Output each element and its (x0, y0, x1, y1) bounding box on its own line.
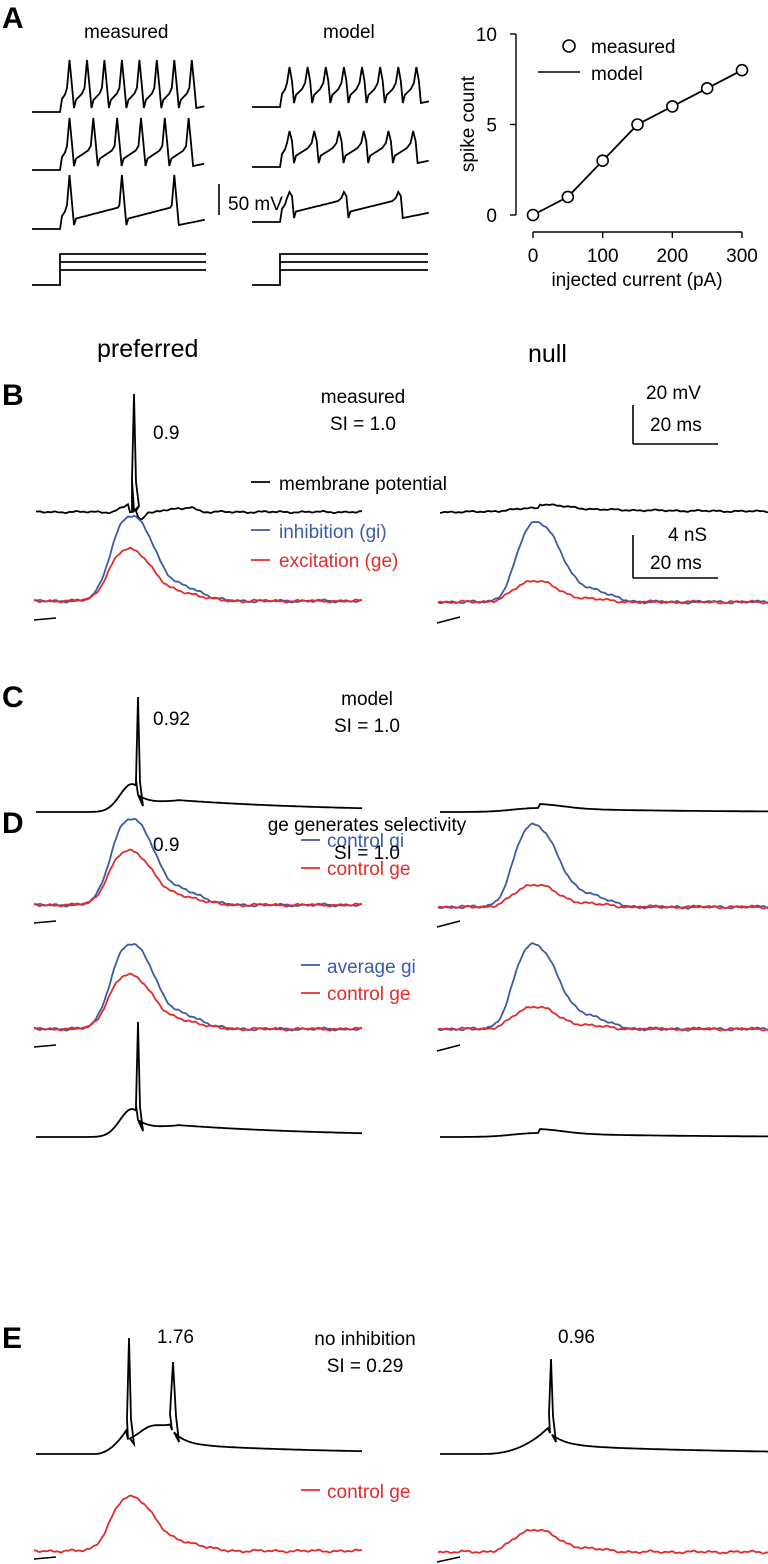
row-d-pref-gi-trace (33, 942, 362, 1032)
model-trace-high (252, 66, 430, 108)
row-c-pref-vm-trace (36, 696, 362, 813)
row-d-spike-label: 0.9 (153, 835, 179, 856)
row-d-pref-vm-trace (36, 1021, 362, 1138)
row-c-null-ge-trace (437, 883, 768, 910)
row-c-gi-legend: control gi (327, 831, 404, 852)
measured-trace-high (32, 59, 205, 113)
row-e-null-baseline-marker (436, 1556, 461, 1563)
row-c-pref-baseline-marker (33, 920, 57, 924)
row-e-null-label: 0.96 (558, 1327, 595, 1348)
measured-point-2 (596, 154, 609, 167)
measured-column-title: measured (84, 22, 169, 43)
measured-trace-low (32, 174, 205, 230)
row-e-ge-legend: control ge (327, 1482, 410, 1503)
row-e-pref-ge-trace (33, 1494, 363, 1554)
preferred-header: preferred (97, 335, 198, 363)
row-e-si: SI = 0.29 (327, 1356, 404, 1377)
row-e-title: no inhibition (314, 1329, 415, 1350)
row-d-ge-legend: control ge (327, 984, 410, 1005)
row-d-si: SI = 1.0 (334, 843, 400, 864)
x-tick-label-0: 0 (528, 246, 539, 267)
row-d-null-gi-trace (437, 942, 768, 1032)
row-b-title: measured (321, 387, 406, 408)
row-b-null-vm-trace (439, 503, 768, 514)
measured-point-4 (666, 100, 679, 113)
scalebar-g-label: 4 nS (668, 525, 707, 546)
panel-label-d: D (2, 807, 24, 840)
panel-label-e: E (2, 1322, 22, 1355)
row-c-spike-label: 0.92 (153, 709, 190, 730)
model-trace-mid (252, 130, 429, 168)
row-d-null-baseline-marker (436, 1044, 461, 1052)
y-tick-label-10: 10 (476, 25, 497, 46)
panel-label-c: C (2, 681, 24, 714)
row-c-null-gi-trace (437, 822, 768, 910)
row-b-spike-label: 0.9 (153, 423, 179, 444)
x-axis-label: injected current (pA) (551, 270, 722, 291)
row-d-null-vm-trace (440, 1128, 768, 1138)
row-c-null-baseline-marker (436, 920, 461, 928)
legend-model-label: model (591, 64, 643, 85)
panel-label-a: A (2, 2, 24, 35)
y-tick-label-5: 5 (486, 116, 497, 137)
row-d-pref-baseline-marker (33, 1044, 57, 1048)
row-b-pref-baseline-marker (33, 617, 57, 621)
measured-trace-mid (32, 117, 205, 171)
model-trace-low (252, 190, 429, 223)
row-b-null-gi-trace (437, 520, 768, 605)
row-c-ge-legend: control ge (327, 859, 410, 880)
model-column-title: model (323, 22, 375, 43)
panel-a-traces: measured model 50 mV (84, 22, 375, 215)
x-tick-label-100: 100 (587, 246, 619, 267)
row-d-title: ge generates selectivity (268, 815, 467, 836)
legend-measured-label: measured (591, 37, 676, 58)
row-c-pref-ge-trace (33, 848, 363, 908)
measured-point-5 (700, 82, 714, 95)
legend-measured-marker (562, 39, 576, 53)
y-axis-label: spike count (458, 75, 479, 172)
fi-curve-chart: spike count injected current (pA) measur… (458, 37, 723, 291)
scalebar-vm-label: 20 mV (646, 383, 701, 404)
row-b-gi-legend: inhibition (gi) (279, 522, 387, 543)
row-d-gi-legend: average gi (327, 957, 416, 978)
y-tick-label-0: 0 (486, 206, 497, 227)
measured-point-6 (735, 63, 749, 77)
x-tick-label-200: 200 (656, 246, 688, 267)
row-b-vm-legend: membrane potential (279, 474, 447, 495)
row-c-title: model (341, 689, 393, 710)
null-header: null (528, 340, 567, 368)
row-e-null-vm-trace (440, 1358, 768, 1455)
row-e-pref-baseline-marker (33, 1556, 57, 1560)
measured-point-0 (526, 208, 540, 222)
measured-point-3 (631, 118, 644, 131)
model-current-steps (252, 253, 428, 286)
voltage-scale-label: 50 mV (228, 194, 283, 215)
row-b-si: SI = 1.0 (330, 414, 396, 435)
row-b-pref-ge-trace (33, 546, 363, 604)
row-b-ge-legend: excitation (ge) (279, 551, 398, 572)
measured-point-1 (561, 190, 575, 204)
panel-label-b: B (2, 379, 24, 412)
measured-current-steps (32, 253, 206, 286)
row-e-pref-vm-trace (36, 1337, 363, 1455)
row-d-pref-ge-trace (33, 972, 363, 1032)
scalebar-time2-label: 20 ms (650, 553, 702, 574)
row-b-pref-vm-trace (36, 393, 363, 521)
row-e-spike-label: 1.76 (157, 1327, 194, 1348)
x-tick-label-300: 300 (726, 246, 758, 267)
row-c-null-vm-trace (440, 803, 768, 813)
scalebar-time-label: 20 ms (650, 415, 702, 436)
row-c-si: SI = 1.0 (334, 716, 400, 737)
row-e-null-ge-trace (437, 1528, 768, 1555)
row-b-null-baseline-marker (436, 616, 461, 624)
row-b-null-ge-trace (437, 579, 768, 605)
row-d-null-ge-trace (437, 1005, 768, 1032)
